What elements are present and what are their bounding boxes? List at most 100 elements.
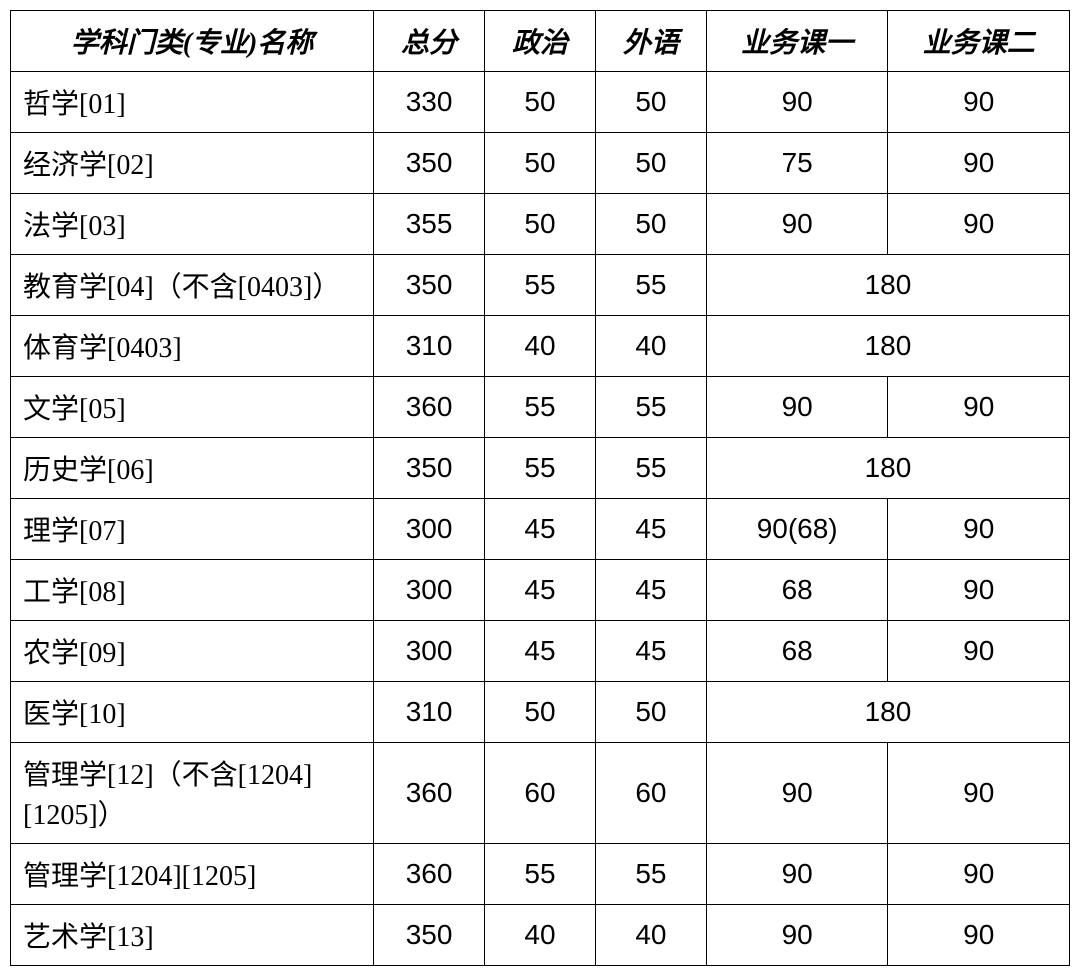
cell-foreign: 55 bbox=[595, 377, 706, 438]
cell-subj2: 90 bbox=[888, 844, 1070, 905]
cell-politics: 40 bbox=[485, 316, 596, 377]
col-header-subj1: 业务课一 bbox=[706, 11, 888, 72]
cell-foreign: 50 bbox=[595, 194, 706, 255]
cell-subj2: 90 bbox=[888, 621, 1070, 682]
cell-subj1: 68 bbox=[706, 621, 888, 682]
table-row: 医学[10]3105050180 bbox=[11, 682, 1070, 743]
cell-merged-subj: 180 bbox=[706, 316, 1069, 377]
table-row: 教育学[04]（不含[0403]）3505555180 bbox=[11, 255, 1070, 316]
cell-foreign: 40 bbox=[595, 905, 706, 966]
cell-foreign: 60 bbox=[595, 743, 706, 844]
cell-subj1: 90 bbox=[706, 743, 888, 844]
cell-foreign: 45 bbox=[595, 621, 706, 682]
cell-politics: 50 bbox=[485, 133, 596, 194]
cell-total: 300 bbox=[374, 621, 485, 682]
cell-name: 法学[03] bbox=[11, 194, 374, 255]
cell-politics: 45 bbox=[485, 560, 596, 621]
cell-subj1: 90(68) bbox=[706, 499, 888, 560]
cell-name: 经济学[02] bbox=[11, 133, 374, 194]
cell-subj2: 90 bbox=[888, 72, 1070, 133]
cell-merged-subj: 180 bbox=[706, 438, 1069, 499]
cell-politics: 55 bbox=[485, 438, 596, 499]
cell-foreign: 45 bbox=[595, 560, 706, 621]
cell-foreign: 45 bbox=[595, 499, 706, 560]
cell-name: 哲学[01] bbox=[11, 72, 374, 133]
cell-subj2: 90 bbox=[888, 905, 1070, 966]
cell-politics: 45 bbox=[485, 621, 596, 682]
cell-subj1: 90 bbox=[706, 72, 888, 133]
cell-name: 理学[07] bbox=[11, 499, 374, 560]
cell-total: 360 bbox=[374, 844, 485, 905]
cell-total: 360 bbox=[374, 377, 485, 438]
table-row: 农学[09]30045456890 bbox=[11, 621, 1070, 682]
cell-name: 农学[09] bbox=[11, 621, 374, 682]
cell-foreign: 55 bbox=[595, 438, 706, 499]
cell-name: 管理学[12]（不含[1204][1205]） bbox=[11, 743, 374, 844]
cell-subj1: 68 bbox=[706, 560, 888, 621]
cell-total: 350 bbox=[374, 438, 485, 499]
table-row: 理学[07]300454590(68)90 bbox=[11, 499, 1070, 560]
table-row: 经济学[02]35050507590 bbox=[11, 133, 1070, 194]
table-row: 法学[03]35550509090 bbox=[11, 194, 1070, 255]
cell-name: 体育学[0403] bbox=[11, 316, 374, 377]
cell-name: 医学[10] bbox=[11, 682, 374, 743]
cell-name: 历史学[06] bbox=[11, 438, 374, 499]
cell-subj1: 90 bbox=[706, 194, 888, 255]
cell-name: 艺术学[13] bbox=[11, 905, 374, 966]
cell-subj1: 90 bbox=[706, 844, 888, 905]
cell-politics: 50 bbox=[485, 72, 596, 133]
col-header-total: 总分 bbox=[374, 11, 485, 72]
cell-foreign: 50 bbox=[595, 133, 706, 194]
cell-total: 360 bbox=[374, 743, 485, 844]
cell-subj2: 90 bbox=[888, 743, 1070, 844]
table-row: 管理学[1204][1205]36055559090 bbox=[11, 844, 1070, 905]
cell-name: 教育学[04]（不含[0403]） bbox=[11, 255, 374, 316]
cell-politics: 55 bbox=[485, 255, 596, 316]
col-header-subj2: 业务课二 bbox=[888, 11, 1070, 72]
table-header: 学科门类(专业)名称 总分 政治 外语 业务课一 业务课二 bbox=[11, 11, 1070, 72]
cell-politics: 50 bbox=[485, 194, 596, 255]
cell-subj1: 75 bbox=[706, 133, 888, 194]
cell-total: 350 bbox=[374, 905, 485, 966]
cell-foreign: 55 bbox=[595, 844, 706, 905]
cell-subj1: 90 bbox=[706, 377, 888, 438]
table-row: 历史学[06]3505555180 bbox=[11, 438, 1070, 499]
cell-merged-subj: 180 bbox=[706, 682, 1069, 743]
cell-politics: 55 bbox=[485, 377, 596, 438]
score-table: 学科门类(专业)名称 总分 政治 外语 业务课一 业务课二 哲学[01]3305… bbox=[10, 10, 1070, 966]
cell-subj2: 90 bbox=[888, 560, 1070, 621]
cell-foreign: 50 bbox=[595, 682, 706, 743]
cell-politics: 50 bbox=[485, 682, 596, 743]
cell-subj2: 90 bbox=[888, 194, 1070, 255]
cell-total: 300 bbox=[374, 560, 485, 621]
header-row: 学科门类(专业)名称 总分 政治 外语 业务课一 业务课二 bbox=[11, 11, 1070, 72]
cell-name: 文学[05] bbox=[11, 377, 374, 438]
cell-total: 350 bbox=[374, 133, 485, 194]
cell-total: 355 bbox=[374, 194, 485, 255]
cell-politics: 60 bbox=[485, 743, 596, 844]
cell-name: 管理学[1204][1205] bbox=[11, 844, 374, 905]
cell-foreign: 55 bbox=[595, 255, 706, 316]
cell-politics: 40 bbox=[485, 905, 596, 966]
table-row: 管理学[12]（不含[1204][1205]）36060609090 bbox=[11, 743, 1070, 844]
cell-foreign: 50 bbox=[595, 72, 706, 133]
cell-total: 350 bbox=[374, 255, 485, 316]
col-header-politics: 政治 bbox=[485, 11, 596, 72]
cell-total: 300 bbox=[374, 499, 485, 560]
table-row: 艺术学[13]35040409090 bbox=[11, 905, 1070, 966]
cell-subj2: 90 bbox=[888, 133, 1070, 194]
cell-foreign: 40 bbox=[595, 316, 706, 377]
col-header-name: 学科门类(专业)名称 bbox=[11, 11, 374, 72]
cell-merged-subj: 180 bbox=[706, 255, 1069, 316]
cell-total: 310 bbox=[374, 316, 485, 377]
cell-subj2: 90 bbox=[888, 377, 1070, 438]
table-row: 哲学[01]33050509090 bbox=[11, 72, 1070, 133]
table-body: 哲学[01]33050509090经济学[02]35050507590法学[03… bbox=[11, 72, 1070, 966]
cell-politics: 55 bbox=[485, 844, 596, 905]
cell-politics: 45 bbox=[485, 499, 596, 560]
col-header-foreign: 外语 bbox=[595, 11, 706, 72]
table-row: 工学[08]30045456890 bbox=[11, 560, 1070, 621]
table-row: 文学[05]36055559090 bbox=[11, 377, 1070, 438]
table-row: 体育学[0403]3104040180 bbox=[11, 316, 1070, 377]
cell-subj1: 90 bbox=[706, 905, 888, 966]
